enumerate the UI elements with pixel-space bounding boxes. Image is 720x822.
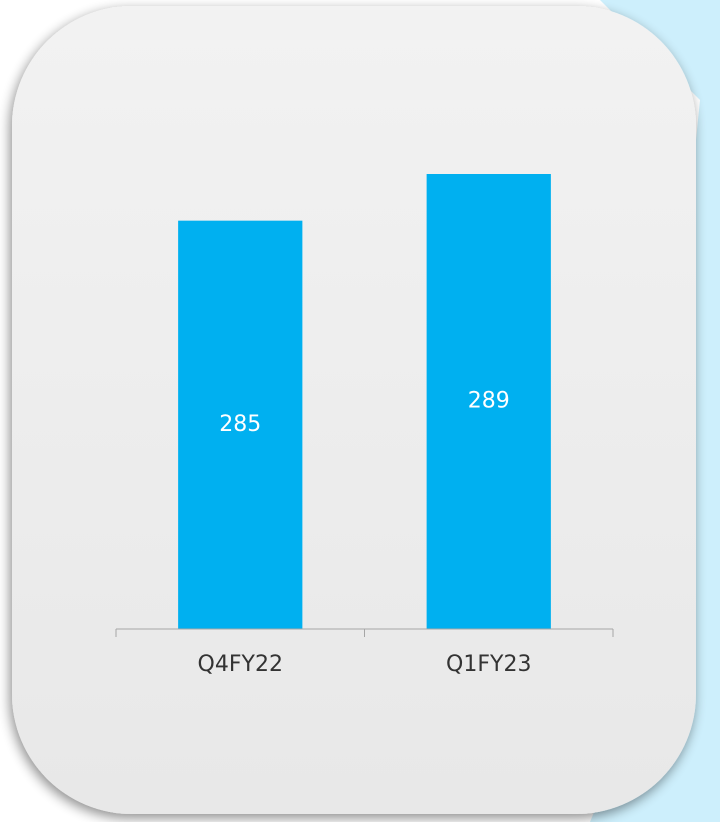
x-tick-label: Q1FY23 xyxy=(446,652,531,677)
bar xyxy=(178,220,303,629)
card xyxy=(12,6,696,814)
bar xyxy=(426,174,551,629)
data-label: 289 xyxy=(468,389,510,414)
data-label: 285 xyxy=(219,412,261,437)
x-tick-label: Q4FY22 xyxy=(198,652,283,677)
plot-area: 285 Q4FY22 289 Q1FY23 xyxy=(115,174,614,677)
